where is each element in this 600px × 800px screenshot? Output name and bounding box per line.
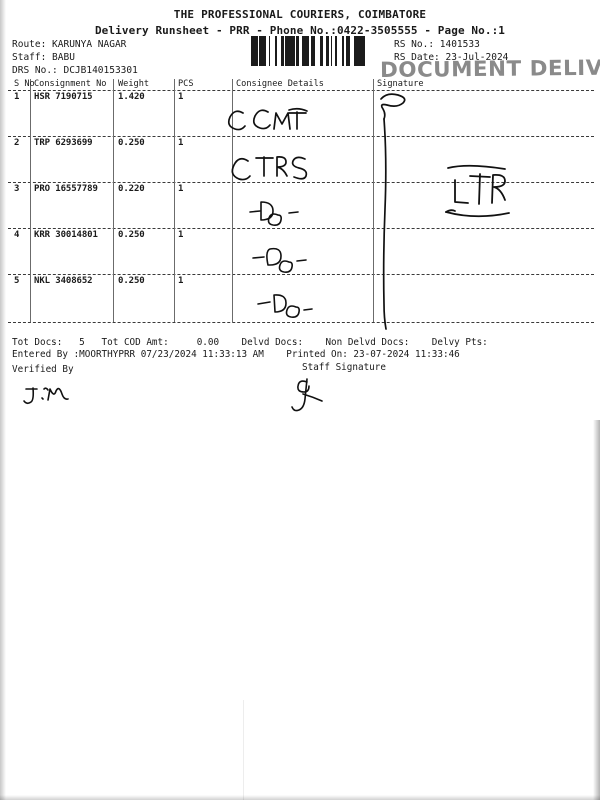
verified-by-label: Verified By	[12, 364, 74, 375]
table-column-divider	[30, 79, 31, 322]
cell-sno-row-1: 1	[14, 92, 20, 102]
cell-pcs-row-3: 1	[178, 184, 184, 194]
footer-totals-line: Tot Docs: 5 Tot COD Amt: 0.00 Delvd Docs…	[12, 337, 488, 348]
cell-consignment-no-row-4: KRR 30014801	[34, 230, 98, 240]
handwriting-staff-signature	[291, 378, 323, 412]
cell-consignment-no-row-5: NKL 3408652	[34, 276, 93, 286]
cell-consignment-no-row-2: TRP 6293699	[34, 138, 93, 148]
cell-consignment-no-row-3: PRO 16557789	[34, 184, 98, 194]
table-rule	[8, 90, 594, 91]
table-column-divider	[373, 79, 374, 322]
cell-weight-row-4: 0.250	[118, 230, 145, 240]
rs-date-field: RS Date: 23-Jul-2024	[394, 52, 509, 63]
handwriting-consignee-row-1	[227, 107, 308, 131]
cell-pcs-row-1: 1	[178, 92, 184, 102]
drs-number-field: DRS No.: DCJB140153301	[12, 65, 138, 76]
document-delivery-stamp: DOCUMENT DELIVERY	[379, 55, 600, 82]
cell-pcs-row-4: 1	[178, 230, 184, 240]
cell-sno-row-4: 4	[14, 230, 20, 240]
handwriting-consignee-row-4	[252, 247, 307, 273]
handwriting-signature-stroke	[380, 93, 406, 330]
handwriting-consignee-row-2	[231, 156, 308, 181]
handwriting-consignee-row-3	[249, 201, 299, 226]
barcode	[230, 36, 380, 66]
table-header-pcs: PCS	[178, 79, 194, 89]
handwriting-verified-by-signature	[23, 387, 69, 405]
footer-entered-printed-line: Entered By :MOORTHYPRR 07/23/2024 11:33:…	[12, 349, 460, 360]
table-rule	[8, 322, 594, 323]
route-field: Route: KARUNYA NAGAR	[12, 39, 127, 50]
handwriting-signature-ltr	[445, 164, 510, 218]
table-header-consignee-details: Consignee Details	[236, 79, 324, 89]
table-column-divider	[232, 79, 233, 322]
document-subtitle: Delivery Runsheet - PRR - Phone No.:0422…	[94, 24, 506, 37]
table-rule	[8, 228, 594, 229]
staff-field: Staff: BABU	[12, 52, 75, 63]
table-header-s-no: S No	[14, 79, 35, 89]
cell-sno-row-5: 5	[14, 276, 20, 286]
header-meta-right: RS No.: 1401533 RS Date: 23-Jul-2024	[394, 38, 508, 64]
staff-signature-label: Staff Signature	[302, 362, 386, 373]
table-column-divider	[113, 79, 114, 322]
scan-edge-shadow-right	[593, 420, 600, 800]
table-rule	[8, 274, 594, 275]
cell-weight-row-2: 0.250	[118, 138, 145, 148]
handwriting-consignee-row-5	[257, 294, 313, 318]
cell-sno-row-2: 2	[14, 138, 20, 148]
cell-weight-row-3: 0.220	[118, 184, 145, 194]
cell-pcs-row-2: 1	[178, 138, 184, 148]
table-column-divider	[174, 79, 175, 322]
table-rule	[8, 136, 594, 137]
cell-sno-row-3: 3	[14, 184, 20, 194]
scan-edge-shadow-left	[0, 0, 6, 800]
table-header-weight: Weight	[118, 79, 150, 89]
cell-consignment-no-row-1: HSR 7190715	[34, 92, 93, 102]
cell-weight-row-5: 0.250	[118, 276, 145, 286]
cell-pcs-row-5: 1	[178, 276, 184, 286]
table-header-signature: Signature	[377, 79, 424, 89]
header-meta-left: Route: KARUNYA NAGAR Staff: BABU DRS No.…	[12, 38, 138, 77]
scan-edge-shadow-bottom	[0, 795, 600, 800]
table-header-consignment-no: Consignment No	[34, 79, 107, 89]
table-rule	[8, 182, 594, 183]
paper-fold-line	[243, 700, 244, 800]
company-title: THE PROFESSIONAL COURIERS, COIMBATORE	[173, 8, 427, 21]
rs-number-field: RS No.: 1401533	[394, 39, 480, 50]
cell-weight-row-1: 1.420	[118, 92, 145, 102]
